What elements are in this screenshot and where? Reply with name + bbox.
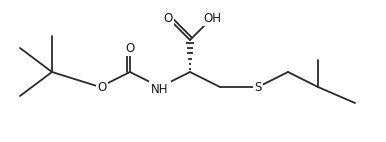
Text: O: O (125, 41, 135, 55)
Text: O: O (163, 12, 173, 25)
Text: O: O (97, 81, 107, 93)
Text: S: S (254, 81, 262, 93)
Text: NH: NH (151, 83, 169, 96)
Text: OH: OH (203, 12, 221, 25)
